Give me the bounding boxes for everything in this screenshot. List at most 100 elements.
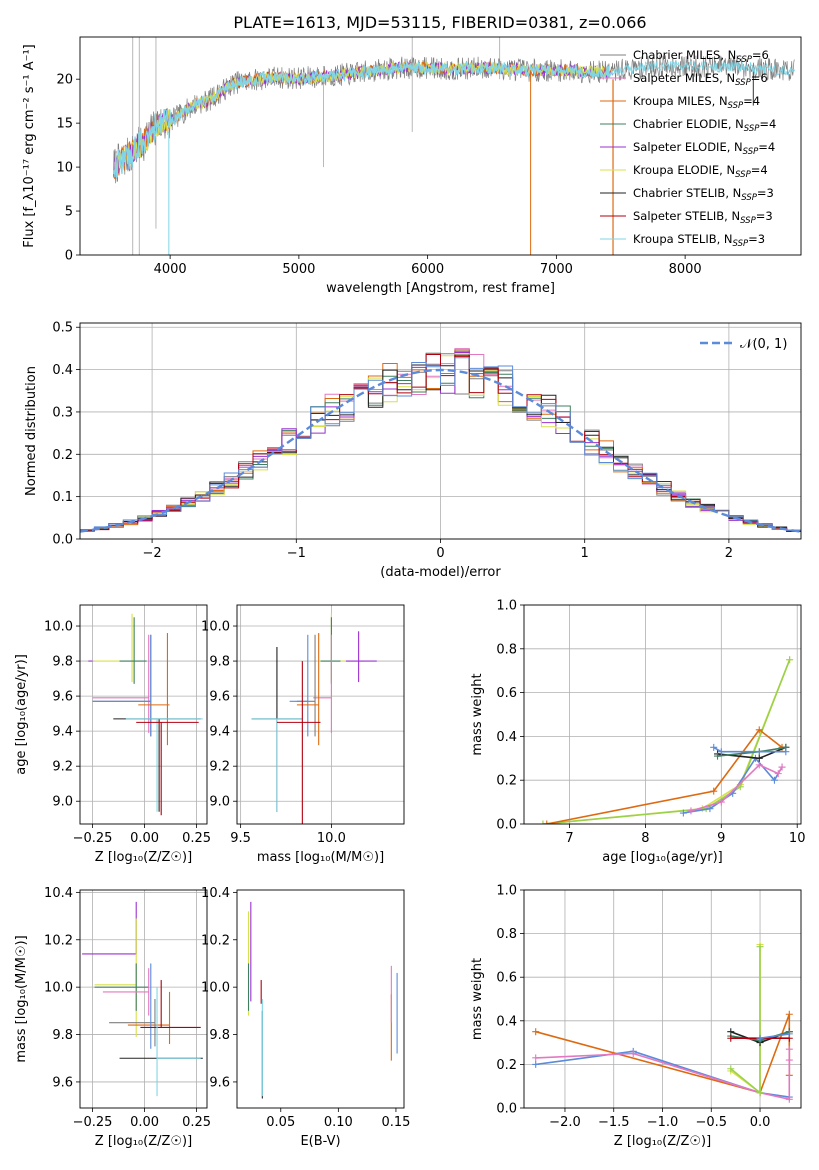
y-axis-label: age [log₁₀(age/yr)]: [14, 654, 29, 775]
x-axis-label: Z [log₁₀(Z/Z☉)]: [95, 850, 192, 865]
gaussian-curve: [80, 368, 801, 533]
x-tick-label: −1: [287, 546, 306, 561]
legend-entry: Kroupa ELODIE, NSSP=4: [600, 163, 768, 180]
y-tick-label: 0.5: [52, 321, 73, 336]
y-tick-label: 0.4: [496, 730, 517, 745]
y-tick-label: 9.6: [52, 690, 73, 705]
legend-label: Salpeter STELIB, NSSP=3: [633, 209, 773, 226]
weight-lines: [539, 656, 794, 824]
x-tick-label: 2: [725, 546, 733, 561]
x-tick-label: 8000: [669, 262, 702, 277]
y-axis-label: mass weight: [470, 673, 485, 755]
y-tick-label: 9.6: [209, 1075, 230, 1090]
y-tick-label: 0.4: [52, 363, 73, 378]
y-tick-label: 10.2: [201, 933, 230, 948]
errorbars: [82, 901, 203, 1097]
weight-point-marker: [785, 1095, 793, 1103]
errorbars: [247, 901, 398, 1099]
legend-label: Salpeter ELODIE, NSSP=4: [633, 140, 775, 157]
x-tick-label: 10: [789, 831, 806, 846]
y-tick-label: 15: [56, 117, 73, 132]
y-tick-label: 9.0: [52, 795, 73, 810]
y-tick-label: 5: [65, 205, 73, 220]
legend-label: 𝒩(0, 1): [740, 337, 787, 352]
panel-spectrum: 4000 5000 6000 7000 8000 0 5 10 15 20 wavelength […: [22, 36, 802, 296]
y-tick-label: 0.2: [496, 774, 517, 789]
legend-label: Salpeter MILES, NSSP=6: [633, 71, 768, 88]
figure-title: PLATE=1613, MJD=53115, FIBERID=0381, z=0…: [233, 13, 646, 32]
legend-entry: Salpeter STELIB, NSSP=3: [600, 209, 773, 226]
y-tick-label: 9.6: [52, 1075, 73, 1090]
y-tick-label: 0.1: [52, 490, 73, 505]
weight-point-marker: [717, 798, 725, 806]
legend-label: Kroupa ELODIE, NSSP=4: [633, 163, 768, 180]
y-axis-label: Normed distribution: [24, 366, 39, 496]
y-tick-label: 9.4: [52, 725, 73, 740]
legend-entry: Kroupa MILES, NSSP=4: [600, 94, 760, 111]
y-tick-label: 9.4: [209, 725, 230, 740]
legend-label: Kroupa STELIB, NSSP=3: [633, 232, 765, 249]
y-tick-label: 0.8: [496, 642, 517, 657]
y-tick-label: 9.8: [52, 1028, 73, 1043]
spectrum-lines: [112, 37, 795, 255]
x-tick-label: 0.25: [182, 1115, 211, 1130]
y-tick-label: 10.0: [44, 620, 73, 635]
errorbars: [88, 613, 203, 816]
x-tick-label: 0.05: [266, 1115, 295, 1130]
histogram-series-blue: [80, 357, 801, 534]
y-tick-label: 1.0: [496, 599, 517, 614]
legend-label: Kroupa MILES, NSSP=4: [633, 94, 760, 111]
x-tick-label: −0.25: [73, 1115, 113, 1130]
x-tick-label: −2.0: [549, 1115, 581, 1130]
legend-entry: Chabrier MILES, NSSP=6: [600, 48, 769, 65]
x-tick-label: 10.0: [317, 831, 346, 846]
weight-point-marker: [727, 1065, 735, 1073]
x-tick-label: −0.25: [73, 831, 113, 846]
x-tick-label: −0.5: [695, 1115, 727, 1130]
weight-point-marker: [786, 656, 794, 664]
y-axis-label: mass weight: [470, 958, 485, 1040]
y-axis-label: Flux [f_λ10⁻¹⁷ erg cm⁻² s⁻¹ A⁻¹]: [22, 44, 37, 248]
y-tick-label: 0.4: [496, 1014, 517, 1029]
axes-frame: [523, 604, 802, 825]
weight-point-marker: [756, 1034, 764, 1042]
weight-series-line: [683, 756, 783, 814]
weight-point-marker: [543, 820, 551, 824]
y-tick-label: 0.6: [496, 971, 517, 986]
weight-point-marker: [629, 1050, 637, 1057]
y-tick-label: 9.2: [209, 760, 230, 775]
axes-frame: [79, 889, 208, 1109]
weight-point-marker: [532, 1028, 540, 1036]
x-tick-label: 9.5: [230, 831, 251, 846]
x-axis-label: Z [log₁₀(Z/Z☉)]: [95, 1134, 192, 1149]
weight-point-marker: [755, 726, 763, 734]
weight-point-marker: [785, 1010, 793, 1018]
y-tick-label: 10.0: [201, 981, 230, 996]
panel-age-Z: −0.25 0.00 0.25 9.0 9.2 9.4 9.6 9.8 10.0 Z [log₁₀…: [14, 604, 211, 865]
x-tick-label: 7000: [540, 262, 573, 277]
weight-point-marker: [782, 748, 790, 756]
y-axis-label: mass [log₁₀(M/M☉)]: [14, 935, 29, 1062]
weight-point-marker: [532, 1060, 540, 1068]
x-tick-label: 5000: [282, 262, 315, 277]
axes-frame: [79, 604, 208, 825]
legend-entry: 𝒩(0, 1): [700, 337, 787, 352]
y-tick-label: 10.2: [44, 933, 73, 948]
legend-entry: Chabrier STELIB, NSSP=3: [600, 186, 774, 203]
y-tick-label: 0.0: [496, 1102, 517, 1117]
weight-series-line: [759, 1033, 790, 1039]
weight-point-marker: [679, 809, 687, 817]
y-tick-label: 10.0: [44, 981, 73, 996]
weight-point-marker: [710, 743, 718, 751]
histogram-lines: [80, 348, 801, 534]
panel-mass-EBV: 0.05 0.10 0.15 9.6 9.8 10.0 10.2 10.4 E(B-V): [201, 886, 410, 1149]
axes-frame: [523, 889, 802, 1109]
y-tick-label: 9.2: [52, 760, 73, 775]
weight-point-marker: [785, 1045, 793, 1053]
y-tick-label: 0.6: [496, 686, 517, 701]
weight-series-line: [535, 1050, 790, 1098]
weight-point-marker: [714, 752, 722, 760]
weight-point-marker: [785, 1056, 793, 1064]
panel-mass-Z: −0.25 0.00 0.25 9.6 9.8 10.0 10.2 10.4 Z [log₁₀(…: [14, 886, 211, 1149]
